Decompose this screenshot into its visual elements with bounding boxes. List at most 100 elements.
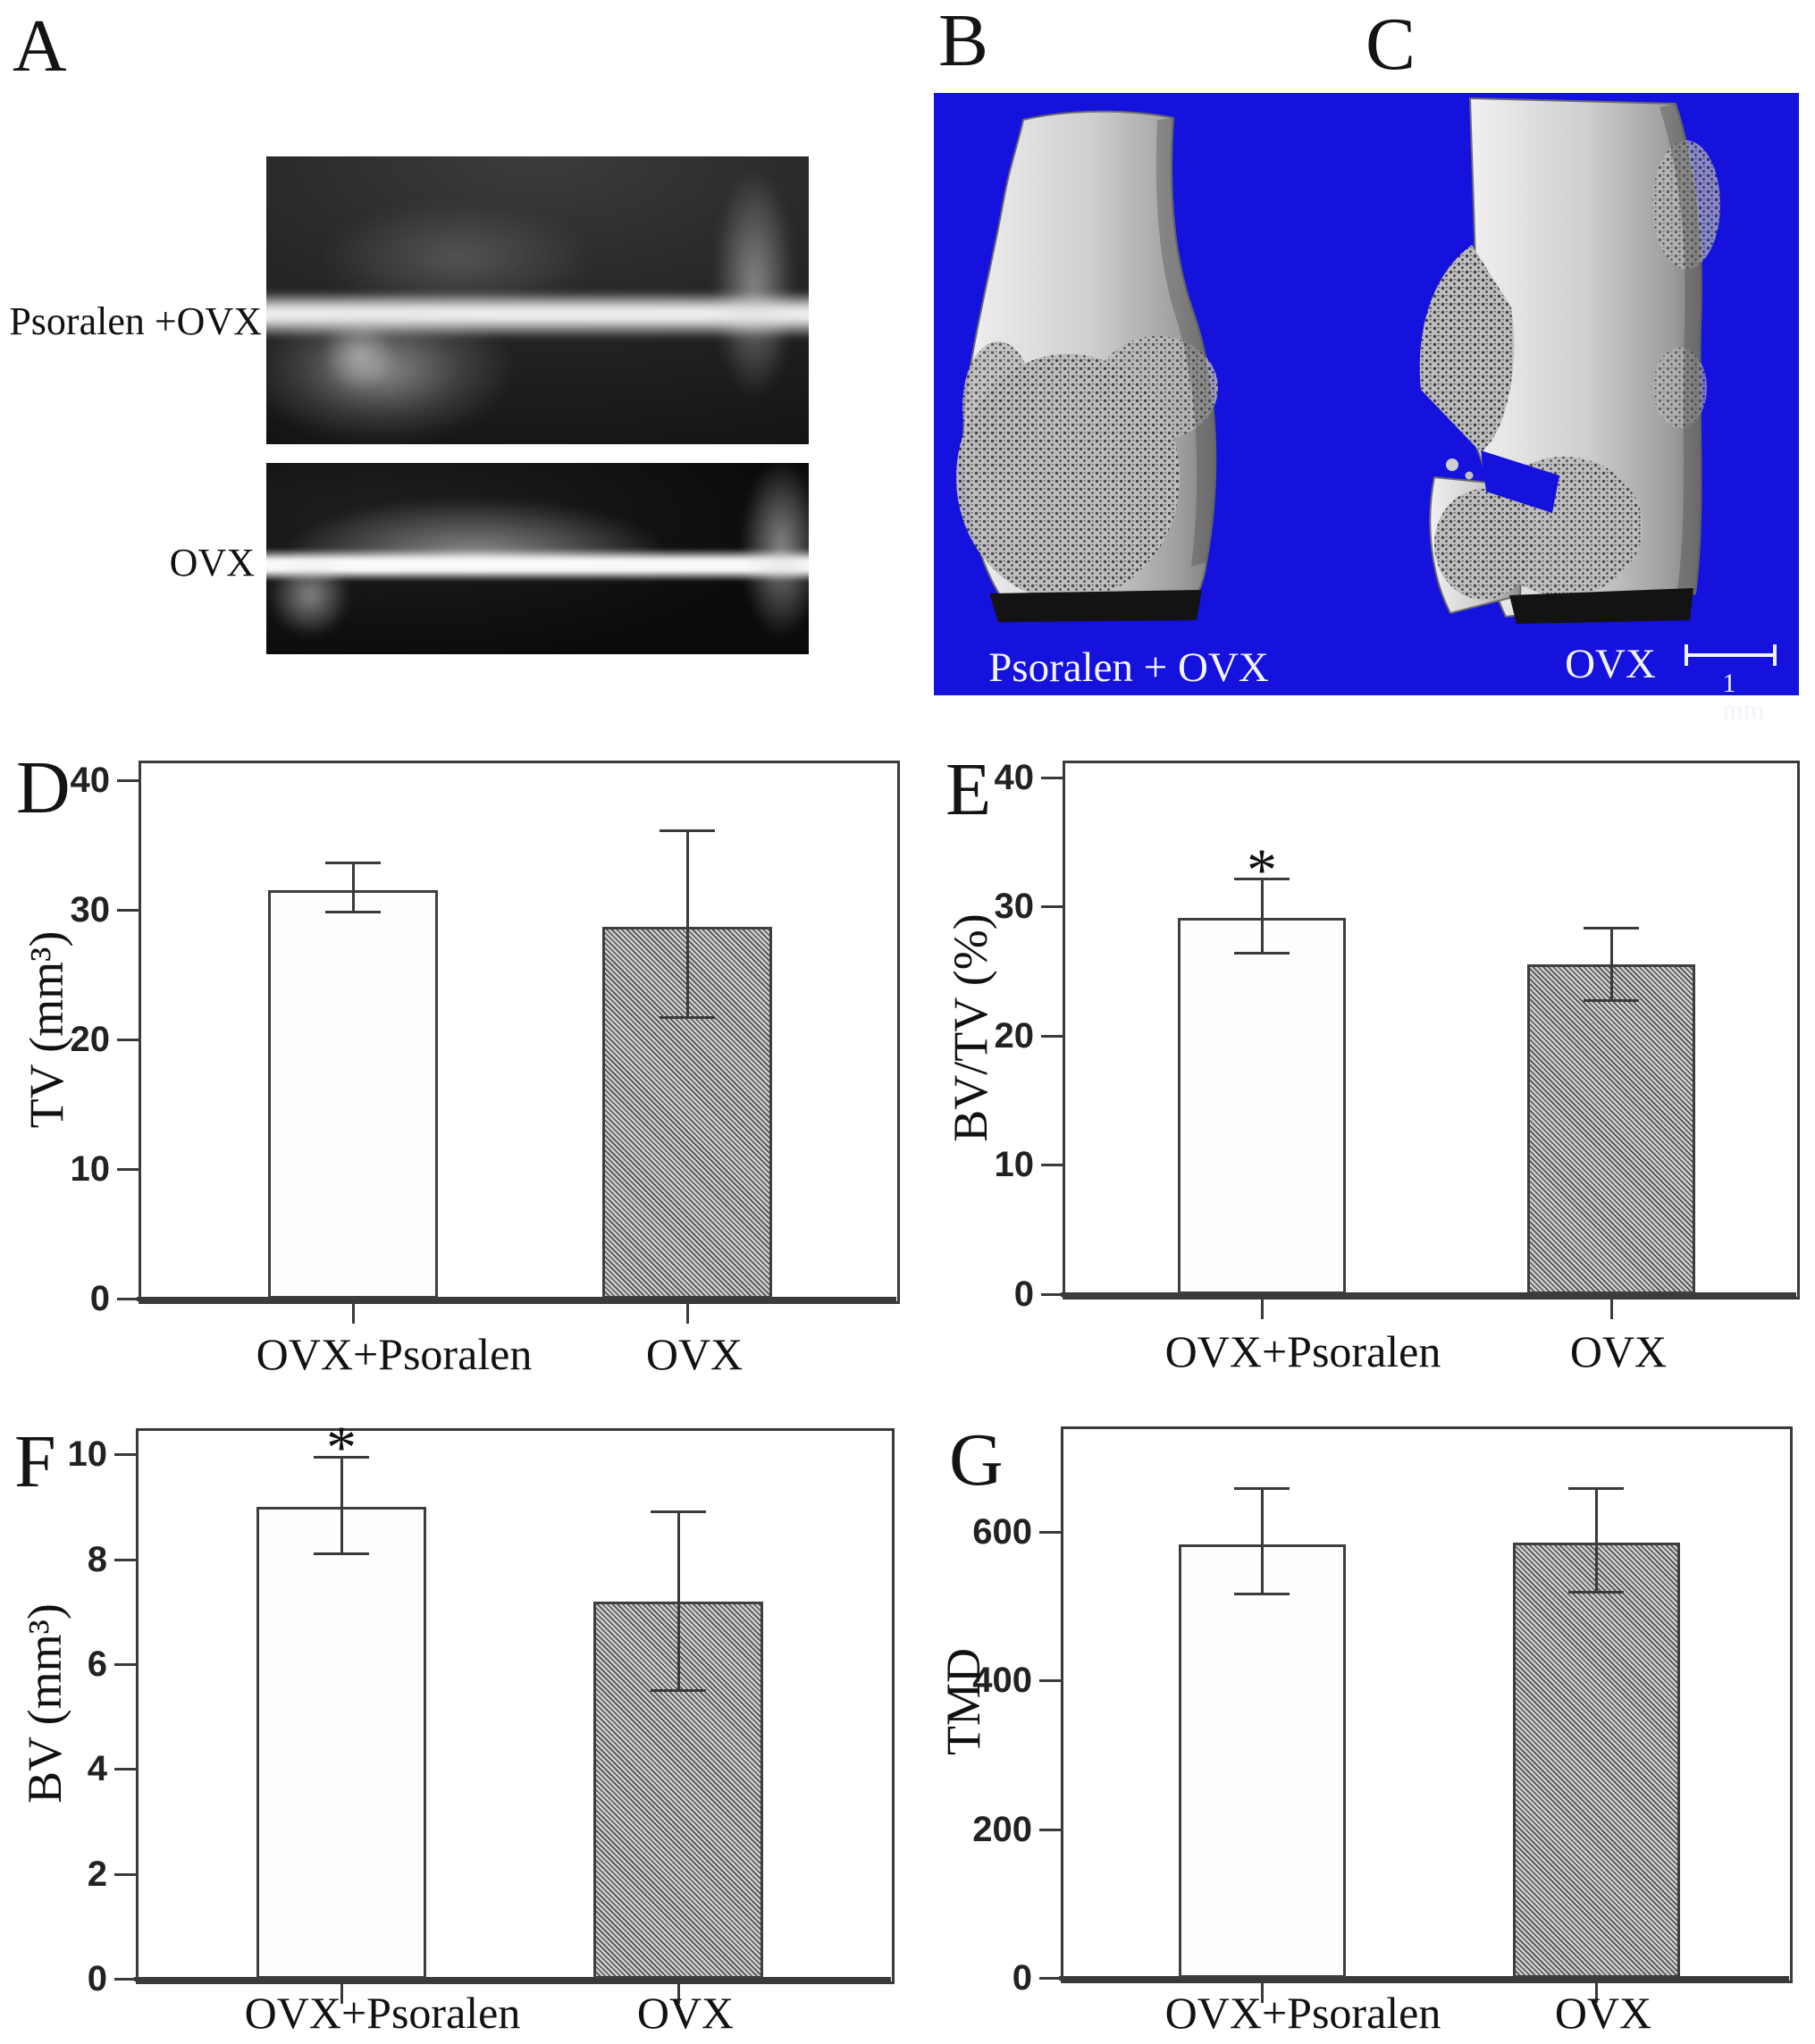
- x-tick: [351, 1300, 355, 1324]
- y-tick-label: 600: [972, 1512, 1032, 1552]
- panel-letter-f: F: [14, 1420, 56, 1503]
- error-bar-cap-lower: [1234, 1593, 1290, 1596]
- y-tick-label: 6: [87, 1644, 107, 1684]
- y-tick: [114, 1872, 136, 1876]
- x-tick: [685, 1300, 689, 1324]
- error-bar-stem: [340, 1457, 343, 1554]
- y-tick: [114, 1663, 136, 1666]
- y-tick: [114, 1558, 136, 1561]
- y-tick: [1039, 1679, 1061, 1683]
- x-category-label: OVX+Psoralen: [256, 1329, 533, 1379]
- bar-ovx: [1512, 1542, 1680, 1978]
- y-tick: [117, 1038, 139, 1041]
- error-bar-stem: [676, 1511, 680, 1691]
- panel-letter-e: E: [945, 748, 992, 831]
- y-tick-label: 10: [67, 1434, 108, 1475]
- y-tick-label: 4: [87, 1749, 107, 1789]
- error-bar-cap-upper: [1234, 878, 1290, 881]
- y-tick-label: 40: [994, 757, 1035, 797]
- significance-asterisk: *: [326, 1413, 357, 1482]
- y-tick-label: 20: [70, 1019, 111, 1059]
- error-bar-cap-lower: [1568, 1590, 1624, 1594]
- x-tick: [340, 1981, 343, 2004]
- error-bar-cap-upper: [660, 829, 715, 832]
- bone-psoralen-ovx: [956, 110, 1218, 622]
- x-category-label: OVX: [1569, 1326, 1668, 1376]
- y-axis-label: TV (mm³): [20, 930, 73, 1129]
- y-tick: [117, 1167, 139, 1171]
- panel-d-plot-box: [139, 761, 900, 1304]
- xray-bottom-label: OVX: [169, 541, 255, 585]
- error-bar-stem: [1609, 928, 1613, 1001]
- panel-f-plot-box: [136, 1428, 895, 1984]
- bar-ovx-psoralen: [256, 1507, 426, 1979]
- y-tick: [1039, 1531, 1061, 1535]
- x-category-label: OVX+Psoralen: [1164, 1326, 1441, 1376]
- y-tick-label: 10: [994, 1145, 1035, 1185]
- panel-letter-g: G: [949, 1418, 1004, 1501]
- x-category-label: OVX+Psoralen: [1164, 1988, 1441, 2038]
- panel-letter-d: D: [16, 746, 71, 829]
- x-tick: [1260, 1980, 1264, 2003]
- error-bar-cap-lower: [325, 911, 381, 914]
- y-tick-label: 30: [994, 887, 1035, 927]
- error-bar-cap-lower: [651, 1688, 706, 1692]
- panel-letter-b: B: [938, 0, 989, 82]
- y-tick-label: 8: [87, 1539, 107, 1579]
- x-category-label: OVX+Psoralen: [244, 1988, 521, 2038]
- error-bar-cap-upper: [314, 1455, 369, 1459]
- y-tick: [117, 908, 139, 912]
- y-tick: [1041, 776, 1063, 779]
- y-axis-label: BV/TV (%): [944, 913, 997, 1142]
- microct-blue-panel: Psoralen + OVX OVX 1 mm: [934, 93, 1799, 724]
- xray-top-label: Psoralen +OVX: [9, 299, 262, 343]
- x-tick: [1594, 1980, 1598, 2003]
- y-tick: [1039, 1828, 1061, 1831]
- x-axis-line: [1061, 1292, 1796, 1297]
- y-tick-label: 0: [1013, 1274, 1034, 1314]
- error-bar-cap-lower: [314, 1552, 369, 1556]
- significance-asterisk: *: [1247, 835, 1277, 904]
- error-bar-stem: [685, 830, 689, 1018]
- x-category-label: OVX: [636, 1988, 735, 2038]
- xray-image-psoralen-ovx: [266, 156, 809, 444]
- error-bar-stem: [351, 862, 355, 913]
- bar-ovx: [1527, 964, 1695, 1294]
- blue-label-psoralen-ovx: Psoralen + OVX: [988, 644, 1269, 691]
- y-tick: [1041, 1293, 1063, 1296]
- y-tick-label: 30: [70, 889, 111, 929]
- error-bar-cap-upper: [325, 862, 381, 865]
- x-tick: [1260, 1296, 1264, 1319]
- x-category-label: OVX: [1554, 1988, 1652, 2038]
- x-tick: [1609, 1296, 1613, 1319]
- error-bar-cap-upper: [651, 1510, 706, 1514]
- y-tick: [1041, 1034, 1063, 1038]
- error-bar-cap-upper: [1568, 1487, 1624, 1491]
- x-axis-line: [134, 1977, 891, 1981]
- error-bar-stem: [1594, 1488, 1598, 1593]
- y-tick-label: 400: [972, 1661, 1032, 1701]
- y-tick-label: 20: [994, 1015, 1035, 1056]
- y-tick-label: 0: [87, 1959, 107, 1998]
- panel-e-plot-box: [1063, 761, 1800, 1300]
- x-tick: [676, 1981, 680, 2004]
- error-bar-cap-lower: [660, 1015, 715, 1019]
- bar-ovx-psoralen: [1178, 1544, 1346, 1978]
- y-tick-label: 40: [70, 760, 111, 800]
- x-axis-line: [1059, 1976, 1789, 1981]
- y-tick: [1041, 905, 1063, 909]
- error-bar-stem: [1260, 1488, 1264, 1594]
- bar-ovx-psoralen: [1178, 918, 1346, 1294]
- y-tick: [1041, 1164, 1063, 1167]
- y-tick-label: 200: [972, 1809, 1032, 1849]
- scale-bar-label: 1 mm: [1722, 669, 1765, 725]
- y-tick: [117, 1298, 139, 1300]
- y-axis-label: TMD: [937, 1648, 990, 1755]
- y-axis-label: BV (mm³): [18, 1603, 71, 1804]
- x-axis-line: [137, 1297, 896, 1301]
- y-tick: [114, 1978, 136, 1981]
- error-bar-cap-upper: [1584, 927, 1639, 930]
- y-tick: [117, 778, 139, 782]
- bone-render-svg: [956, 97, 1720, 624]
